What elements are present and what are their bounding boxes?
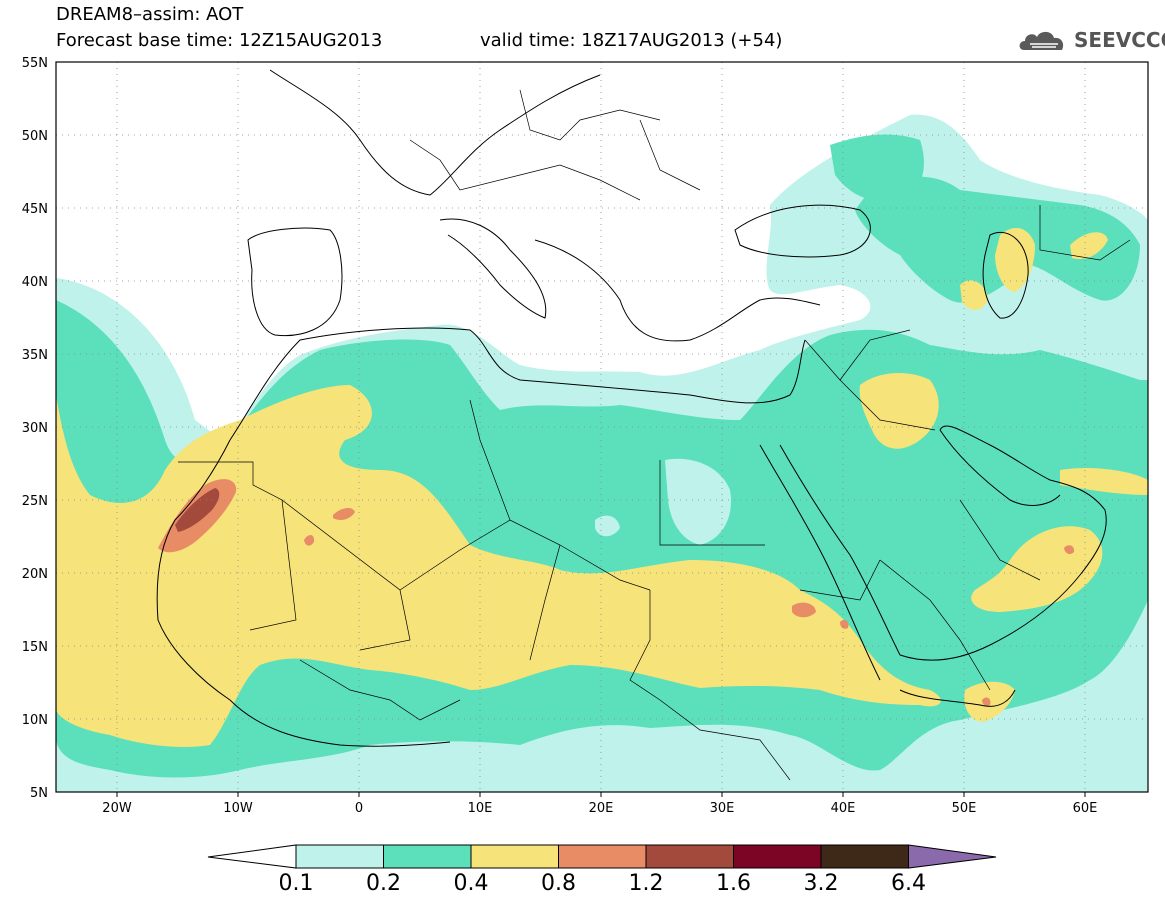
colorbar-label-0.2: 0.2 <box>366 871 401 896</box>
colorbar-label-1.2: 1.2 <box>628 871 664 896</box>
lon-tick-20W: 20W <box>102 801 132 816</box>
lat-tick-50N: 50N <box>22 129 48 144</box>
logo-text: SEEVCCC <box>1074 28 1165 52</box>
band-orange-mali <box>333 508 355 520</box>
country-borders <box>178 89 1131 781</box>
lat-tick-55N: 55N <box>22 56 48 71</box>
colorbar-bin-1.2 <box>645 844 734 869</box>
plot-frame <box>55 61 1149 793</box>
cloud-logo-icon <box>1019 31 1064 50</box>
band-yellow-sahel <box>56 385 941 747</box>
coast-horn-africa <box>899 689 1016 707</box>
coast-arabia <box>899 425 1107 661</box>
band-yellow-aral <box>1070 232 1108 260</box>
colorbar-bin-3.2 <box>820 844 909 869</box>
coast-africa-west <box>156 439 451 747</box>
colorbar <box>207 844 997 869</box>
coast-europe-north <box>269 69 601 196</box>
coast-iberia <box>247 227 343 337</box>
band-yellow-iraq <box>859 373 939 449</box>
lat-tick-30N: 30N <box>22 421 48 436</box>
colorbar-bin-1.6 <box>733 844 822 869</box>
colorbar-bin-0.1 <box>295 844 384 869</box>
lat-tick-10N: 10N <box>22 713 48 728</box>
colorbar-label-0.8: 0.8 <box>541 871 576 896</box>
coast-italy <box>439 218 547 319</box>
lat-tick-labels: 5N 10N 15N 20N 25N 30N 35N 40N 45N 50N 5… <box>22 56 48 801</box>
band-brown-western-sahara <box>175 488 220 532</box>
band-green-caucasus <box>830 134 924 202</box>
lon-tick-10W: 10W <box>223 801 253 816</box>
coast-balkans-greece <box>534 239 821 342</box>
band-light-libya <box>595 515 620 537</box>
lat-tick-40N: 40N <box>22 275 48 290</box>
map-grid <box>56 62 1148 792</box>
band-yellow-caspian <box>995 227 1035 292</box>
band-orange-eritrea <box>840 620 849 629</box>
band-yellow-georgia <box>960 280 988 310</box>
lat-tick-25N: 25N <box>22 494 48 509</box>
lat-tick-5N: 5N <box>30 786 48 801</box>
colorbar-label-6.4: 6.4 <box>891 871 926 896</box>
band-orange-sudan <box>792 602 816 618</box>
colorbar-label-3.2: 3.2 <box>803 871 839 896</box>
forecast-base-time: Forecast base time: 12Z15AUG2013 <box>56 30 383 51</box>
band-orange-oman <box>1064 545 1075 555</box>
lat-tick-45N: 45N <box>22 202 48 217</box>
colorbar-bin-0.4 <box>470 844 559 869</box>
colorbar-label-1.6: 1.6 <box>716 871 751 896</box>
lon-tick-20E: 20E <box>589 801 614 816</box>
lat-tick-20N: 20N <box>22 567 48 582</box>
band-orange-mauritania <box>304 534 315 546</box>
lon-tick-labels: 20W 10W 0 10E 20E 30E 40E 50E 60E <box>102 801 1097 816</box>
colorbar-over-arrow <box>908 844 997 869</box>
lon-ticks <box>116 792 1086 797</box>
coast-caspian <box>982 232 1029 319</box>
lon-tick-40E: 40E <box>831 801 856 816</box>
colorbar-under-arrow <box>207 844 297 869</box>
lon-tick-30E: 30E <box>710 801 735 816</box>
colorbar-label-0.4: 0.4 <box>453 871 489 896</box>
band-orange-somalia <box>982 697 991 706</box>
coastlines <box>156 69 1107 747</box>
lon-tick-10E: 10E <box>468 801 493 816</box>
coast-persian-gulf <box>939 429 1061 506</box>
coast-red-sea <box>759 444 901 681</box>
lon-tick-50E: 50E <box>952 801 977 816</box>
colorbar-bin-0.2 <box>383 844 472 869</box>
lon-tick-0: 0 <box>355 801 363 816</box>
map-title: DREAM8–assim: AOT <box>56 4 244 25</box>
lon-tick-60E: 60E <box>1073 801 1098 816</box>
band-yellow-oman <box>1060 468 1148 495</box>
colorbar-label-0.1: 0.1 <box>278 871 314 896</box>
coast-africa-north <box>229 327 806 441</box>
valid-time: valid time: 18Z17AUG2013 (+54) <box>480 30 783 51</box>
colorbar-bin-0.8 <box>558 844 647 869</box>
band-light-egypt <box>665 458 731 545</box>
lat-tick-35N: 35N <box>22 348 48 363</box>
coast-black-sea <box>734 204 871 258</box>
lat-tick-15N: 15N <box>22 640 48 655</box>
